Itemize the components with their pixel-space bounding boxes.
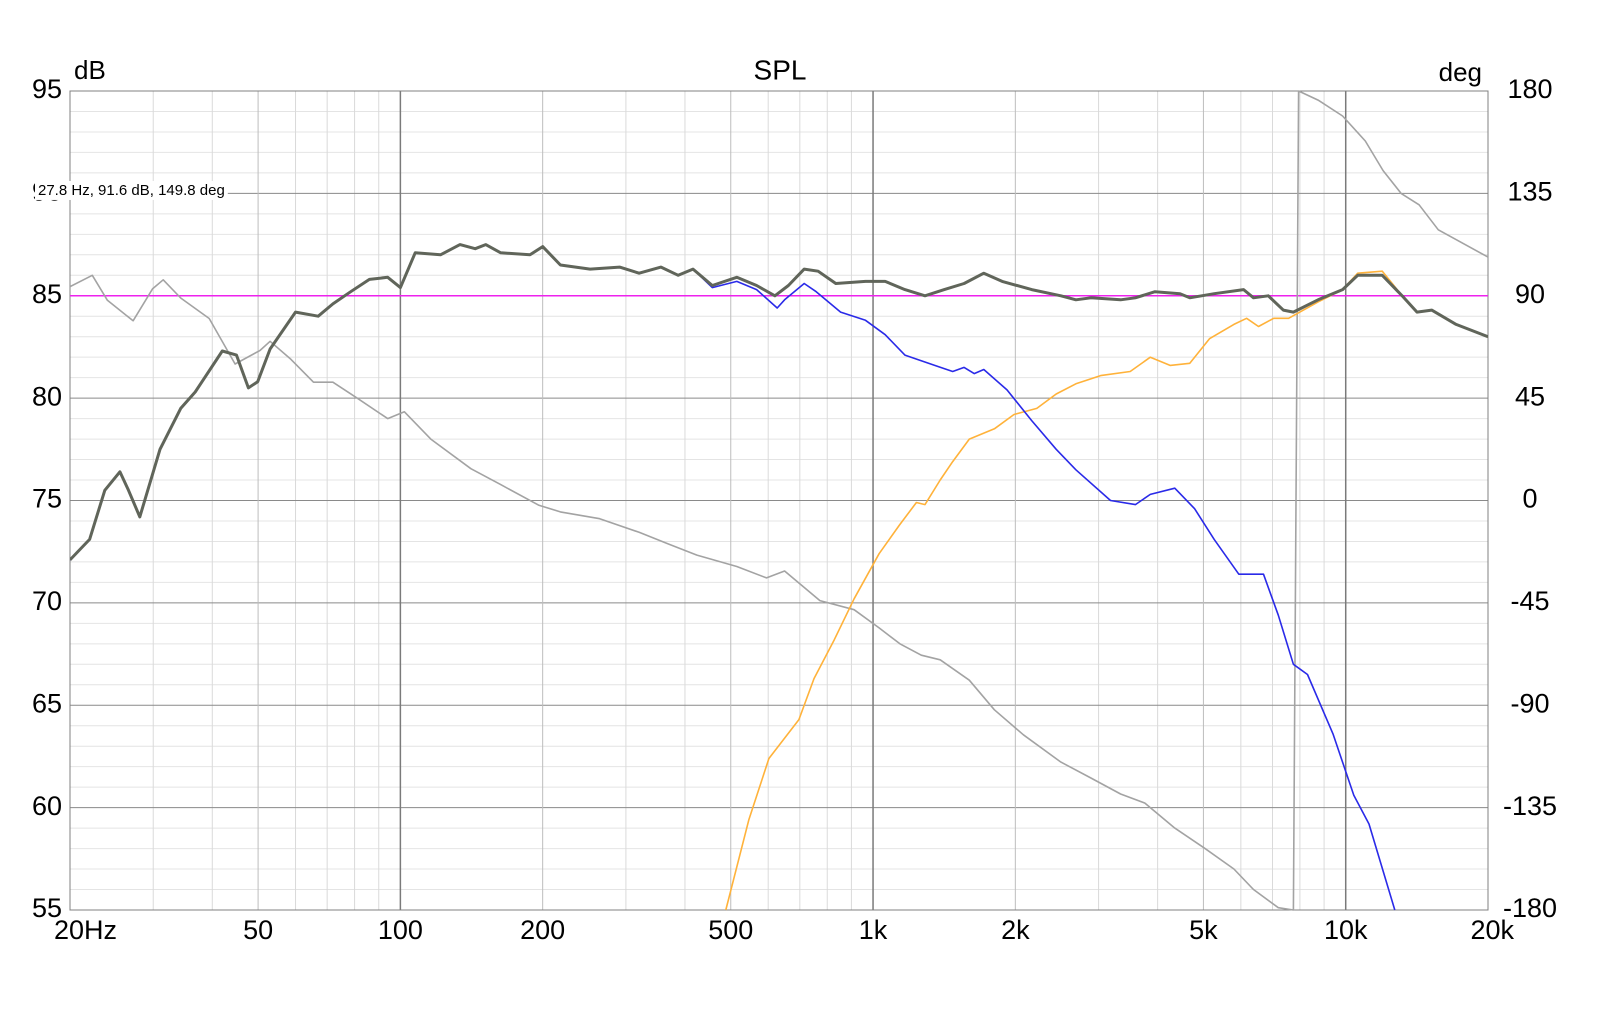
x-tick-label: 5k	[1189, 915, 1218, 945]
y2-tick-label: 180	[1507, 74, 1552, 104]
y-tick-label: 75	[32, 484, 62, 514]
y-tick-label: 80	[32, 381, 62, 411]
y2-tick-label: -135	[1503, 791, 1557, 821]
series-line	[70, 90, 1488, 911]
annotation-background	[35, 180, 228, 200]
cursor-annotation: 27.8 Hz, 91.6 dB, 149.8 deg	[38, 182, 225, 199]
y-tick-label: 85	[32, 279, 62, 309]
series-line	[70, 243, 1488, 561]
x-tick-label: 500	[708, 915, 753, 945]
x-tick-label: 20Hz	[54, 915, 117, 945]
x-tick-label: 100	[378, 915, 423, 945]
y-axis-label: dB	[74, 55, 106, 85]
grid	[69, 90, 1489, 911]
y2-tick-label: -180	[1503, 893, 1557, 923]
y2-tick-label: 45	[1515, 381, 1545, 411]
y-tick-label: 55	[32, 893, 62, 923]
y2-axis-label: deg	[1439, 57, 1482, 87]
y-tick-label: 95	[32, 74, 62, 104]
y2-tick-label: -45	[1510, 586, 1549, 616]
y-tick-label: 60	[32, 791, 62, 821]
y2-tick-label: -90	[1510, 688, 1549, 718]
x-tick-label: 10k	[1324, 915, 1368, 945]
x-tick-label: 50	[243, 915, 273, 945]
y-tick-label: 70	[32, 586, 62, 616]
x-tick-label: 20k	[1470, 915, 1514, 945]
y2-tick-label: 135	[1507, 177, 1552, 207]
chart-title: SPL	[754, 54, 807, 85]
x-tick-label: 2k	[1001, 915, 1030, 945]
x-tick-label: 200	[520, 915, 565, 945]
plot-frame	[69, 90, 1489, 911]
y2-tick-label: 90	[1515, 279, 1545, 309]
y2-tick-label: 0	[1522, 484, 1537, 514]
x-tick-label: 1k	[859, 915, 888, 945]
y-tick-label: 65	[32, 688, 62, 718]
